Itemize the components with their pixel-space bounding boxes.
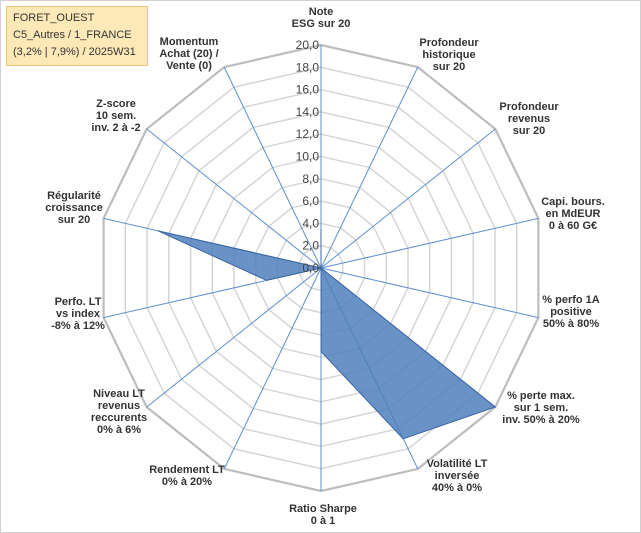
info-line-name: FORET_OUEST bbox=[13, 12, 95, 24]
axis-spoke bbox=[320, 128, 496, 269]
tick-label: 0,0 bbox=[302, 261, 319, 275]
tick-label: 8,0 bbox=[302, 172, 319, 186]
axis-spoke bbox=[320, 217, 539, 269]
axis-spoke bbox=[320, 66, 419, 269]
radial-tick-labels: 0,0 2,0 4,0 6,0 8,0 10,0 12,0 14,0 16,0 18,0 20,0 bbox=[296, 38, 320, 275]
tick-label: 14,0 bbox=[296, 105, 320, 119]
axis-label: Note ESG sur 20 bbox=[292, 6, 351, 30]
axis-spoke bbox=[320, 267, 539, 319]
axis-spoke bbox=[223, 66, 322, 269]
tick-label: 4,0 bbox=[302, 216, 319, 230]
axis-spoke bbox=[223, 267, 322, 470]
axis-label: Z-score 10 sem. inv. 2 à -2 bbox=[91, 98, 140, 134]
series-area bbox=[157, 229, 497, 440]
axis-label: Momentum Achat (20) / Vente (0) bbox=[159, 36, 218, 72]
tick-label: 16,0 bbox=[296, 83, 320, 97]
tick-label: 20,0 bbox=[296, 38, 320, 52]
tick-label: 10,0 bbox=[296, 150, 320, 164]
axis-label: Niveau LT revenus reccurents 0% à 6% bbox=[91, 388, 147, 436]
axis-label: Capi. bours. en MdEUR 0 à 60 G€ bbox=[541, 196, 605, 232]
axis-spoke bbox=[146, 128, 322, 269]
axis-label: Rendement LT 0% à 20% bbox=[149, 464, 225, 488]
axis-label: % perte max. sur 1 sem. inv. 50% à 20% bbox=[502, 390, 580, 426]
axis-label: Profondeur revenus sur 20 bbox=[499, 101, 559, 137]
axis-label: Régularité croissance sur 20 bbox=[45, 190, 102, 226]
info-box: FORET_OUEST C5_Autres / 1_FRANCE (3,2% |… bbox=[6, 6, 148, 66]
axis-label: Profondeur historique sur 20 bbox=[419, 37, 479, 73]
tick-label: 12,0 bbox=[296, 127, 320, 141]
tick-label: 18,0 bbox=[296, 60, 320, 74]
axis-label: Volatilité LT inversée 40% à 0% bbox=[427, 458, 488, 494]
axis-spoke bbox=[146, 267, 322, 408]
tick-label: 2,0 bbox=[302, 239, 319, 253]
axis-label: Perfo. LT vs index -8% à 12% bbox=[51, 296, 105, 332]
tick-label: 6,0 bbox=[302, 194, 319, 208]
info-line-stats: (3,2% | 7,9%) / 2025W31 bbox=[13, 46, 136, 58]
info-line-category: C5_Autres / 1_FRANCE bbox=[13, 29, 132, 41]
axis-label: % perfo 1A positive 50% à 80% bbox=[542, 294, 600, 330]
radar-series bbox=[157, 229, 497, 440]
axis-label: Ratio Sharpe 0 à 1 bbox=[289, 503, 357, 527]
axis-labels: Note ESG sur 20 Profondeur historique sur 20… bbox=[45, 6, 605, 527]
